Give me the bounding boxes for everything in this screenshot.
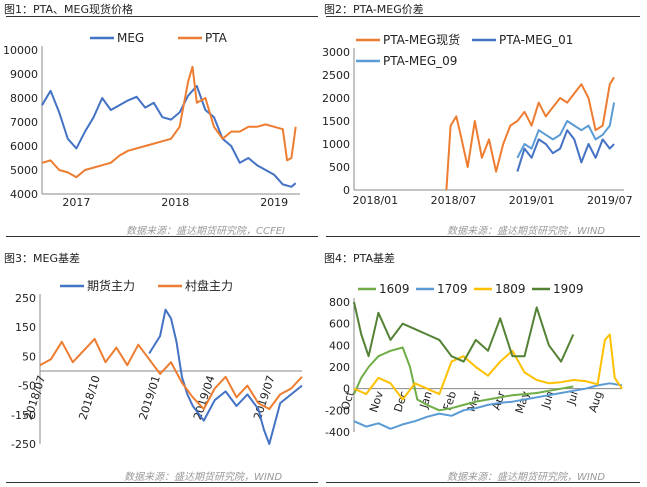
fig1-series-line-1 (41, 85, 297, 188)
fig2-y-tick-label: 500 (329, 161, 350, 174)
fig2-x-tick-label: 2019/01 (509, 194, 555, 207)
fig4-x-tick-label: Apr (490, 389, 508, 412)
fig2-legend-label: PTA-MEG_01 (499, 33, 573, 47)
fig2-caption: 图2：PTA-MEG价差 (324, 3, 424, 16)
fig4-y-tick-label: 800 (329, 296, 350, 309)
fig1-chart: 4000 5000 6000 7000 8000 9000 10000 2017 2018 201… (3, 31, 300, 209)
fig3-source: 数据来源：盛达期货研究院，WIND (124, 472, 283, 483)
fig3-y-tick-label: -150 (11, 409, 36, 422)
top-rule-right (326, 16, 640, 17)
fig3-x-tick-label: 2019/04 (191, 374, 217, 421)
fig3-series-line-2 (39, 337, 303, 410)
fig1-y-tick-label: 7000 (10, 116, 38, 129)
fig2-x-tick-label: 2019/07 (587, 194, 633, 207)
fig2-y-tick-label: 2500 (322, 69, 350, 82)
fig3-legend-label: 期货主力 (87, 278, 135, 293)
fig4-y-tick-label: 200 (329, 361, 350, 374)
fig1-x-tick-label: 2017 (62, 196, 90, 209)
top-rule-left (6, 16, 318, 17)
fig3-caption: 图3：MEG基差 (4, 252, 80, 265)
fig4-legend-label: 1909 (553, 282, 584, 296)
fig4-y-tick-label: 400 (329, 339, 350, 352)
mid-rule-right (326, 236, 640, 237)
fig2-legend-label: PTA-MEG现货 (383, 32, 460, 47)
fig4-y-tick-label: -400 (325, 426, 350, 439)
fig2-x-tick-label: 2018/07 (431, 194, 477, 207)
fig4-y-tick-label: 0 (343, 383, 350, 396)
fig2-legend-label: PTA-MEG_09 (383, 54, 457, 68)
fig3-y-tick-label: 250 (15, 292, 36, 305)
fig3-y-tick-label: 50 (22, 350, 36, 363)
fig4-series-line-2 (353, 382, 623, 430)
fig4-legend-label: 1709 (437, 282, 468, 296)
fig2-y-tick-label: 2000 (322, 92, 350, 105)
fig4-x-tick-label: Nov (367, 389, 386, 414)
fig1-legend-label: MEG (117, 31, 144, 45)
fig2-chart: 0 500 1000 1500 2000 2500 3000 2018/01 2018/07 20… (322, 32, 633, 207)
fig4-x-tick-label: Jul (564, 390, 581, 408)
fig2-y-tick-label: 0 (343, 184, 350, 197)
fig3-y-tick-label: 150 (15, 321, 36, 334)
mid-rule-left (6, 236, 318, 237)
fig2-y-tick-label: 3000 (322, 46, 350, 59)
fig1-y-tick-label: 5000 (10, 164, 38, 177)
fig3-legend-label: 村盘主力 (185, 278, 233, 293)
fig1-y-tick-label: 9000 (10, 68, 38, 81)
fig3-x-tick-label: 2019/01 (136, 374, 162, 421)
fig3-y-tick-label: -50 (18, 380, 36, 393)
fig2-series-line-3 (516, 102, 616, 159)
fig4-series-line-3 (353, 333, 623, 401)
fig3-y-tick-label: -250 (11, 438, 36, 451)
fig2-source: 数据来源：盛达期货研究院，WIND (447, 226, 606, 237)
bottom-rule-right (326, 482, 640, 483)
fig4-source: 数据来源：盛达期货研究院，WIND (447, 472, 606, 483)
fig3-x-tick-label: 2018/10 (76, 374, 102, 421)
fig2-x-tick-label: 2018/01 (352, 194, 398, 207)
fig1-series-line-2 (41, 65, 297, 179)
fig4-series-line-1 (353, 346, 574, 412)
fig3-series-line-1 (148, 308, 303, 445)
bottom-rule-left (6, 482, 318, 483)
fig4-legend-label: 1809 (495, 282, 526, 296)
fig1-y-tick-label: 6000 (10, 140, 38, 153)
fig1-y-tick-label: 10000 (3, 44, 38, 57)
fig2-series-line-2 (516, 129, 615, 172)
fig4-y-tick-label: -200 (325, 404, 350, 417)
fig1-x-tick-label: 2018 (161, 196, 189, 209)
fig1-y-tick-label: 8000 (10, 92, 38, 105)
fig4-legend-label: 1609 (379, 282, 410, 296)
fig1-caption: 图1：PTA、MEG现货价格 (4, 3, 133, 16)
fig4-caption: 图4：PTA基差 (324, 252, 396, 265)
fig1-legend-label: PTA (205, 31, 228, 45)
fig1-source: 数据来源：盛达期货研究院，CCFEI (126, 226, 285, 237)
fig1-x-tick-label: 2019 (260, 196, 288, 209)
fig2-y-tick-label: 1000 (322, 138, 350, 151)
fig4-x-tick-label: Aug (586, 390, 605, 414)
fig2-y-tick-label: 1500 (322, 115, 350, 128)
fig2-series-line-1 (445, 76, 615, 191)
fig4-y-tick-label: 600 (329, 318, 350, 331)
fig1-y-tick-label: 4000 (10, 188, 38, 201)
fig4-x-tick-label: Oct (339, 389, 357, 412)
fig4-series-line-4 (353, 301, 575, 363)
